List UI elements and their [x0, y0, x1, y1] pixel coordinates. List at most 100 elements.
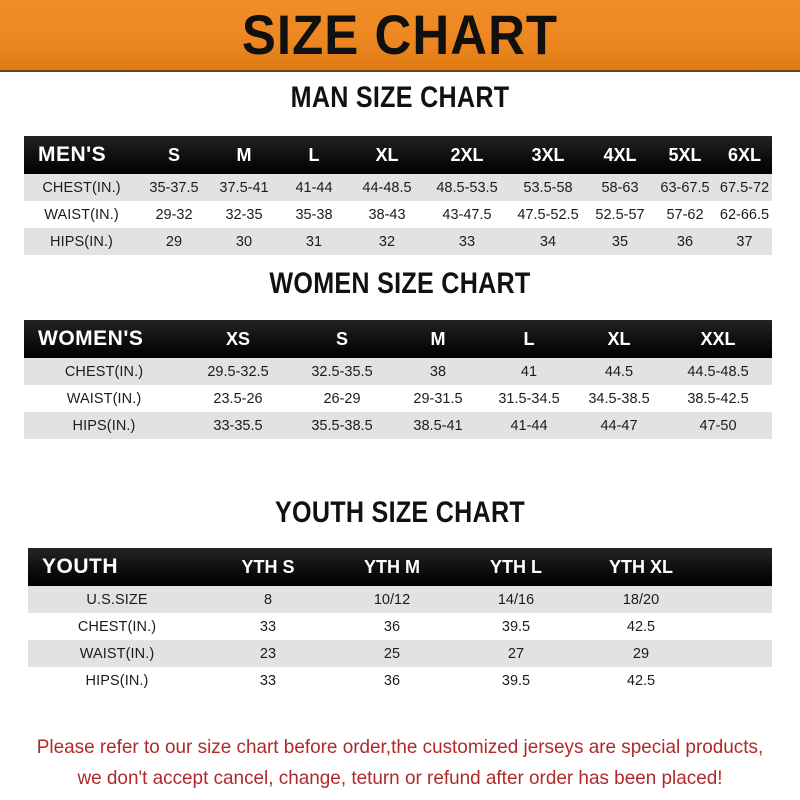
- women-column-header-2: S: [335, 328, 348, 349]
- women-cell: 44.5-48.5: [687, 363, 749, 380]
- men-column-header-8: 5XL: [668, 144, 702, 165]
- page-banner: SIZE CHART: [0, 0, 800, 72]
- men-cell: 35-38: [295, 206, 333, 223]
- women-cell: 41: [520, 363, 538, 380]
- men-cell: 34: [539, 233, 557, 250]
- youth-cell: 14/16: [497, 591, 535, 608]
- youth-cell-spacer: [704, 667, 772, 694]
- women-column-header-1: XS: [225, 328, 250, 349]
- youth-column-header-2: YTH M: [364, 556, 420, 577]
- men-cell: 62-66.5: [719, 206, 770, 223]
- youth-size-table-wrap: YOUTH YTH S YTH M YTH L YTH XL U.S.SIZE 8 10/12…: [28, 548, 772, 694]
- men-column-header-2: M: [236, 144, 252, 165]
- women-cell: 47-50: [699, 417, 737, 434]
- footer-note: Please refer to our size chart before or…: [12, 732, 788, 794]
- youth-cell: 29: [632, 645, 650, 662]
- men-column-header-7: 4XL: [603, 144, 637, 165]
- youth-size-table: YOUTH YTH S YTH M YTH L YTH XL U.S.SIZE 8 10/12…: [28, 548, 772, 694]
- women-cell: 34.5-38.5: [588, 390, 650, 407]
- youth-cell: 39.5: [501, 672, 531, 689]
- women-row-label: WAIST(IN.): [66, 390, 142, 407]
- men-header-label: MEN'S: [38, 143, 107, 166]
- youth-cell: 23: [259, 645, 277, 662]
- women-row-label: CHEST(IN.): [64, 363, 144, 380]
- youth-cell: 25: [383, 645, 401, 662]
- men-table-row: WAIST(IN.) 29-32 32-35 35-38 38-43 43-47.5 47.…: [24, 201, 772, 228]
- women-section-title: WOMEN SIZE CHART: [269, 266, 531, 300]
- women-cell: 35.5-38.5: [311, 417, 373, 434]
- women-column-header-5: XL: [607, 328, 631, 349]
- youth-cell-spacer: [704, 613, 772, 640]
- youth-header-spacer: [704, 548, 772, 586]
- women-cell: 44.5: [604, 363, 634, 380]
- men-cell: 37: [736, 233, 753, 250]
- youth-cell: 33: [259, 618, 277, 635]
- men-row-label: HIPS(IN.): [50, 233, 113, 250]
- women-cell: 33-35.5: [213, 417, 263, 434]
- women-column-header-3: M: [430, 328, 446, 349]
- youth-cell: 36: [383, 672, 401, 689]
- men-cell: 58-63: [601, 179, 639, 196]
- youth-table-header-row: YOUTH YTH S YTH M YTH L YTH XL: [28, 548, 772, 586]
- men-cell: 41-44: [295, 179, 333, 196]
- youth-cell: 33: [259, 672, 277, 689]
- men-cell: 44-48.5: [362, 179, 412, 196]
- men-cell: 29: [165, 233, 183, 250]
- men-column-header-6: 3XL: [531, 144, 565, 165]
- women-cell: 31.5-34.5: [498, 390, 560, 407]
- men-size-table-wrap: MEN'S S M L XL 2XL 3XL 4XL 5XL 6XL CHEST(IN.) 35-37…: [24, 136, 772, 255]
- youth-table-row: WAIST(IN.) 23 25 27 29: [28, 640, 772, 667]
- women-table-row: HIPS(IN.) 33-35.5 35.5-38.5 38.5-41 41-44 44-…: [24, 412, 772, 439]
- women-column-header-4: L: [523, 328, 535, 349]
- page-title: SIZE CHART: [241, 3, 559, 67]
- women-cell: 26-29: [323, 390, 361, 407]
- men-cell: 32: [378, 233, 396, 250]
- youth-table-row: HIPS(IN.) 33 36 39.5 42.5: [28, 667, 772, 694]
- men-column-header-4: XL: [375, 144, 399, 165]
- men-cell: 48.5-53.5: [436, 179, 498, 196]
- women-size-table: WOMEN'S XS S M L XL XXL CHEST(IN.) 29.5-32.5 32.5…: [24, 320, 772, 439]
- youth-cell: 18/20: [622, 591, 660, 608]
- women-cell: 32.5-35.5: [311, 363, 373, 380]
- women-table-body: WOMEN'S XS S M L XL XXL CHEST(IN.) 29.5-32.5 32.5…: [24, 320, 772, 439]
- footer-note-line-1: Please refer to our size chart before or…: [36, 736, 764, 758]
- men-cell: 36: [676, 233, 694, 250]
- women-table-row: WAIST(IN.) 23.5-26 26-29 29-31.5 31.5-34.5 34…: [24, 385, 772, 412]
- men-size-table: MEN'S S M L XL 2XL 3XL 4XL 5XL 6XL CHEST(IN.) 35-37…: [24, 136, 772, 255]
- youth-cell-spacer: [704, 586, 772, 613]
- youth-cell: 27: [507, 645, 525, 662]
- women-header-label: WOMEN'S: [38, 327, 144, 350]
- women-cell: 38: [429, 363, 447, 380]
- youth-row-label: CHEST(IN.): [77, 618, 157, 635]
- women-cell: 38.5-42.5: [687, 390, 749, 407]
- youth-cell: 39.5: [501, 618, 531, 635]
- men-cell: 37.5-41: [219, 179, 269, 196]
- youth-cell: 8: [263, 591, 273, 608]
- men-cell: 38-43: [368, 206, 406, 223]
- men-column-header-9: 6XL: [727, 144, 761, 165]
- men-cell: 30: [235, 233, 253, 250]
- women-cell: 41-44: [510, 417, 548, 434]
- men-cell: 52.5-57: [595, 206, 645, 223]
- women-cell: 38.5-41: [413, 417, 463, 434]
- men-cell: 53.5-58: [523, 179, 573, 196]
- youth-cell: 42.5: [626, 618, 656, 635]
- men-cell: 35-37.5: [149, 179, 199, 196]
- men-row-label: WAIST(IN.): [44, 206, 119, 223]
- footer-note-line-2: we don't accept cancel, change, teturn o…: [77, 767, 723, 789]
- women-cell: 29.5-32.5: [207, 363, 269, 380]
- men-column-header-3: L: [308, 144, 320, 165]
- women-cell: 29-31.5: [413, 390, 463, 407]
- men-cell: 33: [458, 233, 476, 250]
- women-table-row: CHEST(IN.) 29.5-32.5 32.5-35.5 38 41 44.5 44.5…: [24, 358, 772, 385]
- women-cell: 23.5-26: [213, 390, 263, 407]
- men-table-row: HIPS(IN.) 29 30 31 32 33 34 35 36 37: [24, 228, 772, 255]
- women-cell: 44-47: [600, 417, 638, 434]
- men-cell: 32-35: [225, 206, 263, 223]
- youth-cell-spacer: [704, 640, 772, 667]
- youth-column-header-3: YTH L: [490, 556, 542, 577]
- women-size-table-wrap: WOMEN'S XS S M L XL XXL CHEST(IN.) 29.5-32.5 32.5…: [24, 320, 772, 439]
- men-section-title: MAN SIZE CHART: [290, 80, 510, 114]
- men-column-header-1: S: [167, 144, 180, 165]
- youth-table-body: YOUTH YTH S YTH M YTH L YTH XL U.S.SIZE 8 10/12…: [28, 548, 772, 694]
